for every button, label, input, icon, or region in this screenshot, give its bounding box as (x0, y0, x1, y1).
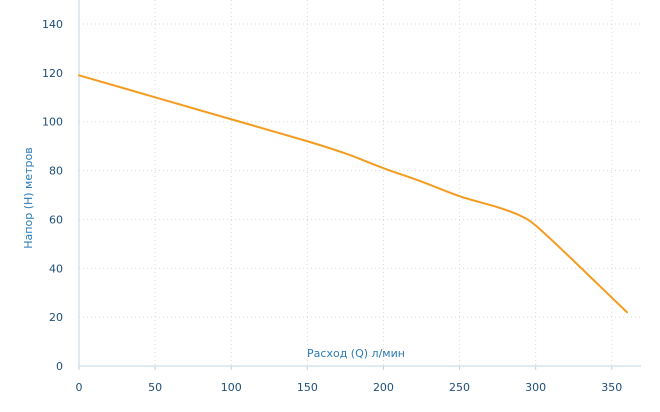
y-tick-label: 20 (49, 311, 63, 324)
x-tick-label: 150 (297, 381, 318, 394)
x-tick-label: 350 (601, 381, 622, 394)
series-layer (78, 74, 628, 314)
x-tick-label: 300 (525, 381, 546, 394)
y-tick-label: 0 (56, 360, 63, 373)
series-line (78, 74, 628, 314)
y-tick-label: 40 (49, 262, 63, 275)
x-tick-label: 0 (76, 381, 83, 394)
x-axis-title: Расход (Q) л/мин (307, 347, 405, 360)
x-tick-label: 250 (449, 381, 470, 394)
y-tick-label: 120 (42, 67, 63, 80)
y-tick-label: 140 (42, 18, 63, 31)
y-tick-label: 60 (49, 213, 63, 226)
grid (79, 0, 641, 366)
y-tick-label: 80 (49, 165, 63, 178)
axes (78, 0, 641, 370)
x-tick-label: 200 (373, 381, 394, 394)
x-tick-label: 100 (221, 381, 242, 394)
tick-labels: 0 20 40 60 80 100 120 140 0 50 100 150 200 250 300 350 (42, 18, 622, 394)
x-tick-label: 50 (148, 381, 162, 394)
y-tick-label: 100 (42, 116, 63, 129)
y-axis-title: Напор (H) метров (22, 147, 35, 248)
